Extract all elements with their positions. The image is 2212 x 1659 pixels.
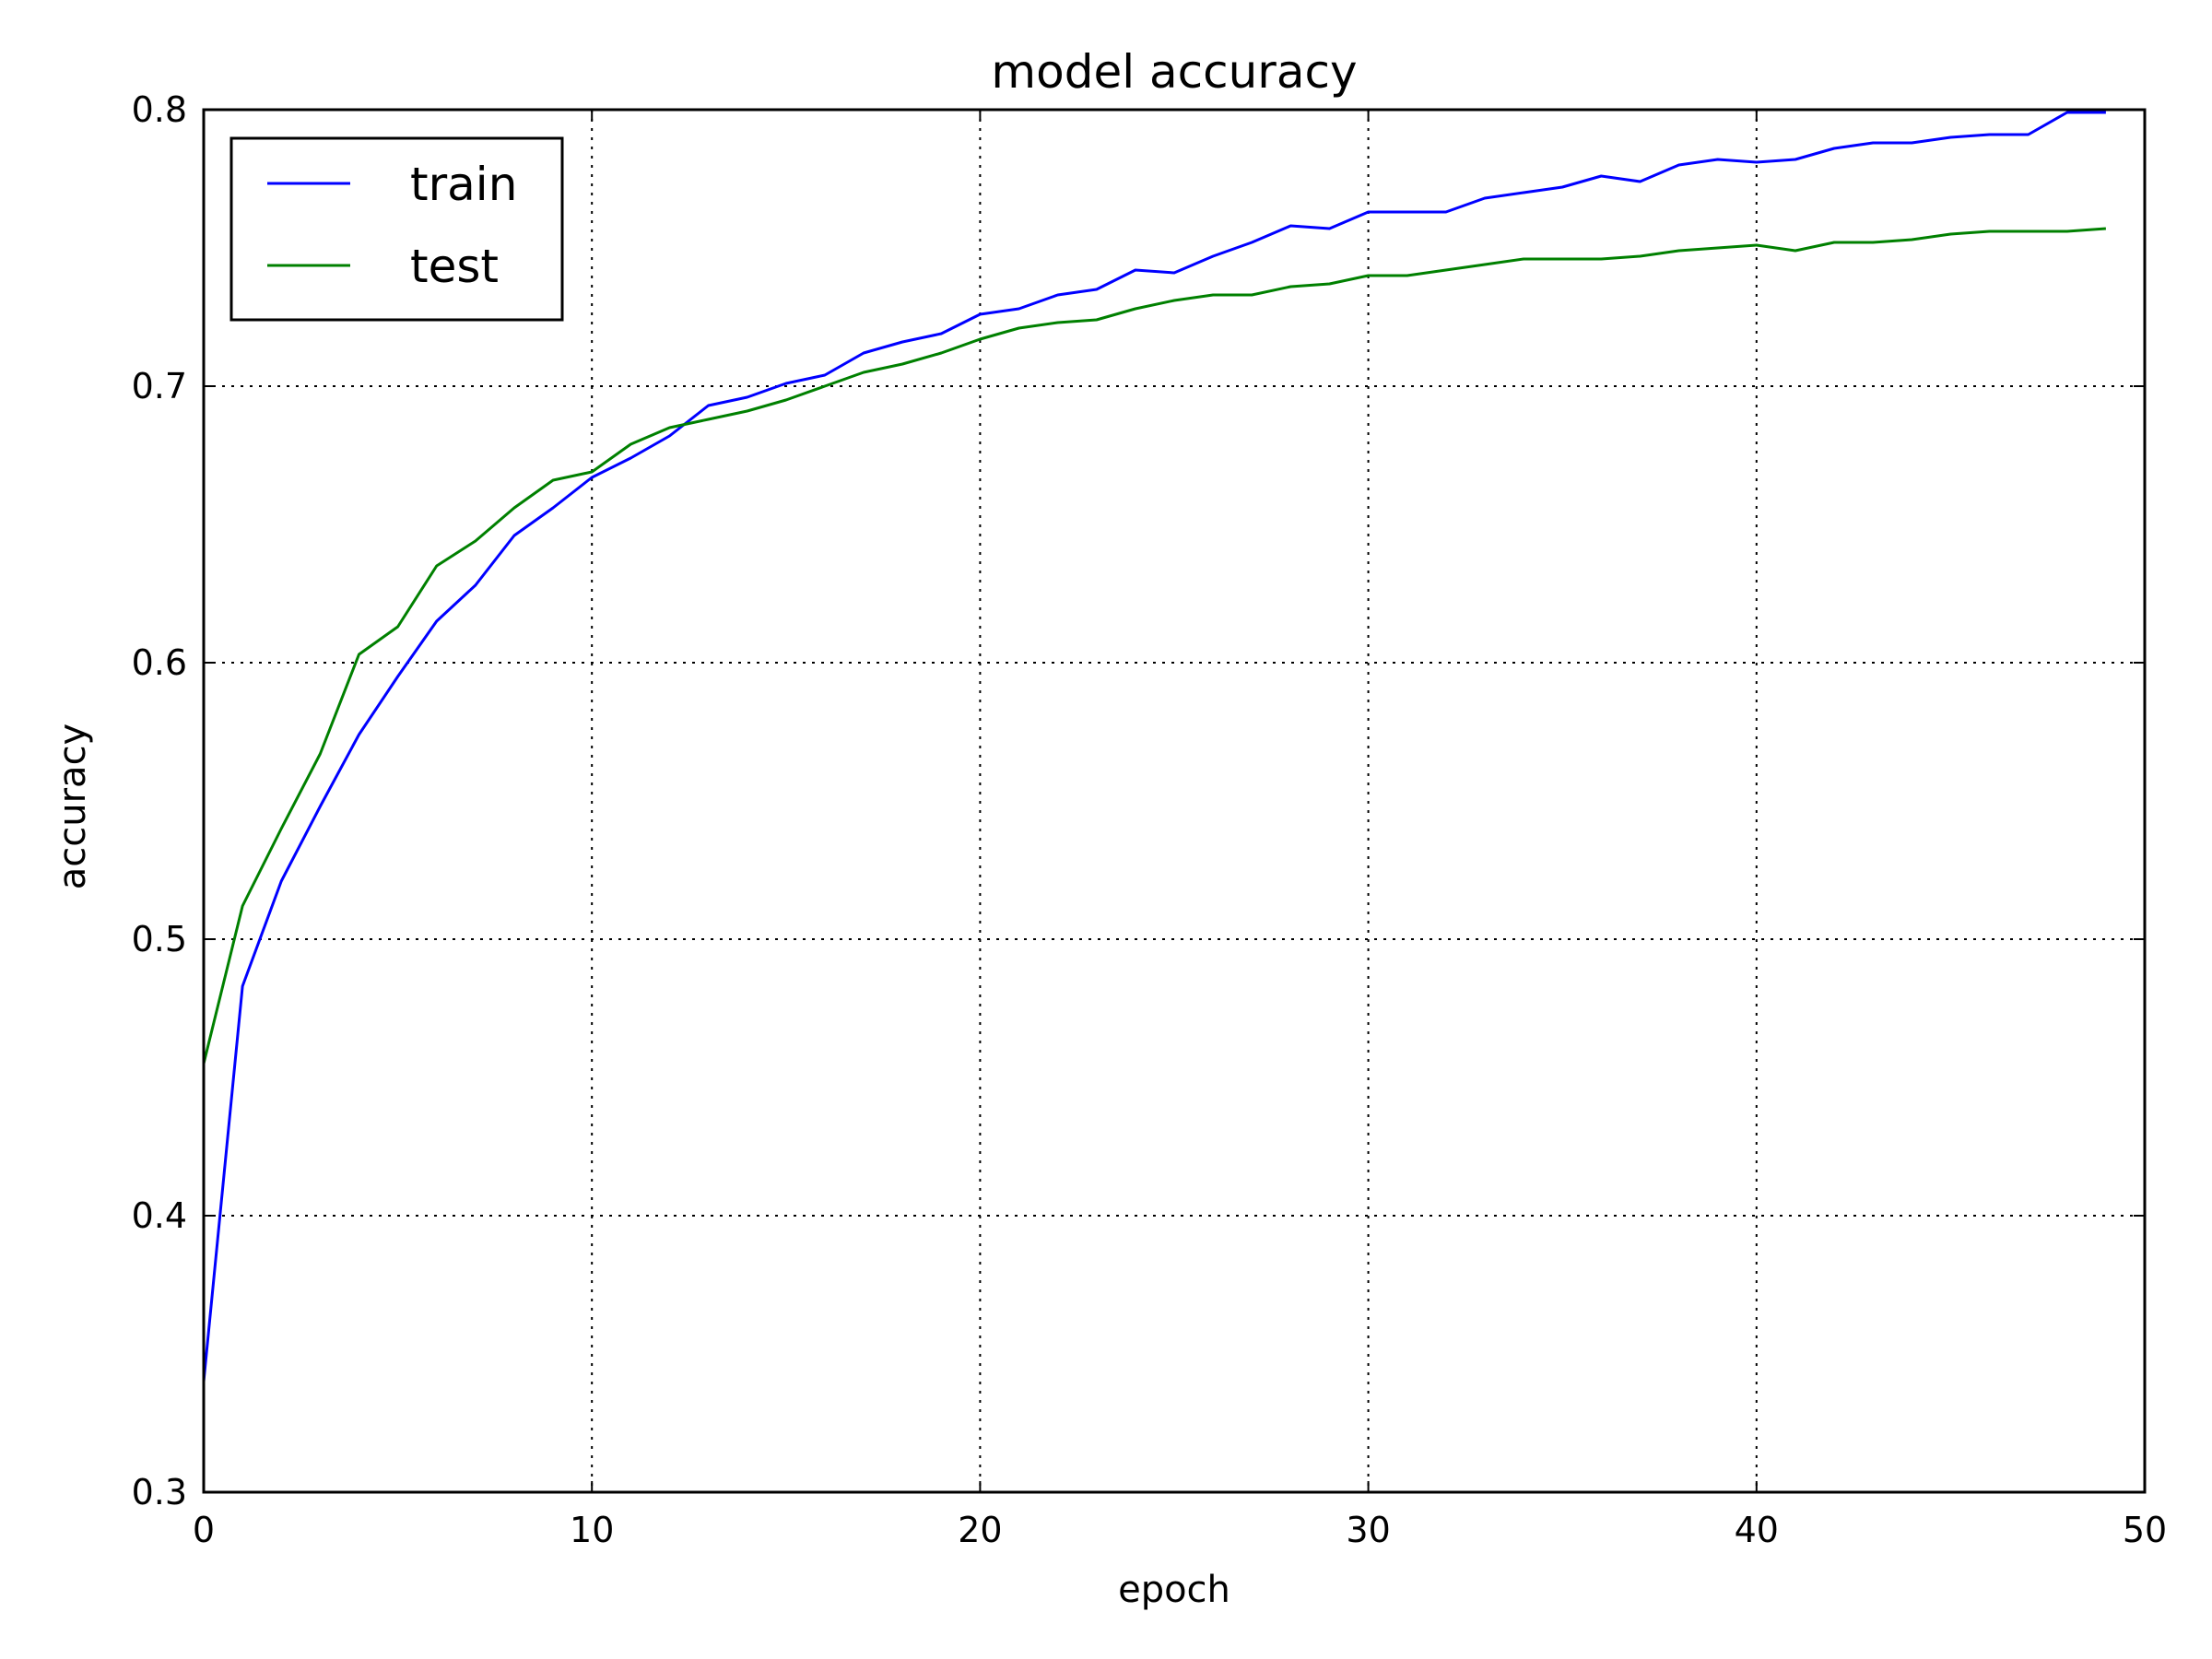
y-tick-labels: 0.3 0.4 0.5 0.6 0.7 0.8 (132, 89, 187, 1512)
y-tick-label: 0.6 (132, 642, 187, 683)
y-axis-title: accuracy (52, 724, 94, 889)
x-tick-label: 10 (570, 1510, 614, 1550)
axis-ticks (203, 109, 2146, 1493)
plot-frame (202, 108, 2147, 1494)
series-line-train (202, 111, 2106, 1382)
legend-box (229, 136, 564, 322)
y-tick-label: 0.7 (132, 366, 187, 406)
y-tick-label: 0.4 (132, 1195, 187, 1236)
x-tick-labels: 0 10 20 30 40 50 (193, 1510, 2167, 1550)
y-tick-label: 0.5 (132, 919, 187, 959)
legend-label-train: train (410, 158, 517, 211)
y-tick-label: 0.8 (132, 89, 187, 130)
x-tick-label: 30 (1346, 1510, 1390, 1550)
legend-label-test: test (410, 240, 499, 293)
x-tick-label: 0 (193, 1510, 215, 1550)
series-line-test (202, 227, 2106, 1065)
x-tick-label: 40 (1735, 1510, 1779, 1550)
chart-title: model accuracy (991, 45, 1357, 99)
x-tick-label: 20 (958, 1510, 1002, 1550)
series-layer (202, 111, 2106, 1382)
x-tick-label: 50 (2123, 1510, 2167, 1550)
x-axis-title: epoch (1118, 1569, 1230, 1611)
y-tick-label: 0.3 (132, 1472, 187, 1512)
legend: train test (229, 136, 564, 322)
